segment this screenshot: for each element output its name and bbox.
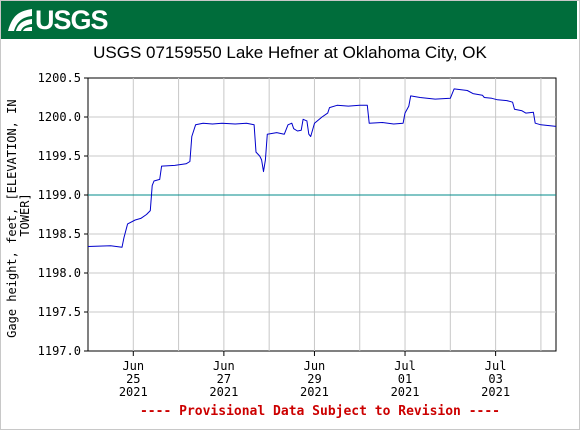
x-tick-label: Jun: [122, 359, 144, 373]
y-axis-label: Gage height, feet, [ELEVATION, IN TOWER]: [5, 92, 32, 338]
y-tick-label: 1198.5: [38, 227, 81, 241]
gage-height-series-line: [87, 88, 557, 248]
x-tick-label: 2021: [481, 385, 510, 399]
x-tick-label: Jun: [213, 359, 235, 373]
y-tick-label: 1197.5: [38, 305, 81, 319]
x-tick-label: 27: [217, 372, 231, 386]
y-axis-label-line-2: TOWER]: [18, 193, 32, 236]
chart-title: USGS 07159550 Lake Hefner at Oklahoma Ci…: [93, 43, 487, 62]
plot-area: [87, 77, 557, 352]
x-tick-label: 29: [307, 372, 321, 386]
y-tick-label: 1199.5: [38, 149, 81, 163]
y-tick-label: 1198.0: [38, 266, 81, 280]
x-tick-label: 03: [488, 372, 502, 386]
x-tick-label: 2021: [119, 385, 148, 399]
x-tick-label: 2021: [209, 385, 238, 399]
y-tick-labels: 1197.0 1197.5 1198.0 1198.5 1199.0 1199.5 1200…: [38, 71, 88, 358]
series-group: [87, 88, 557, 248]
y-axis-label-line-1: Gage height, feet, [ELEVATION, IN: [5, 99, 19, 337]
x-tick-label: 25: [126, 372, 140, 386]
usgs-logo[interactable]: USGS: [7, 4, 109, 36]
x-tick-label: Jul: [394, 359, 416, 373]
y-tick-label: 1200.0: [38, 110, 81, 124]
x-tick-labels: Jun252021Jun272021Jun292021Jul012021Jul0…: [119, 351, 510, 399]
y-tick-label: 1197.0: [38, 344, 81, 358]
x-tick-label: 01: [398, 372, 412, 386]
usgs-logo-text: USGS: [35, 5, 109, 35]
provisional-note: ---- Provisional Data Subject to Revisio…: [140, 404, 500, 419]
y-tick-label: 1200.5: [38, 71, 81, 85]
y-tick-label: 1199.0: [38, 188, 81, 202]
usgs-wave-icon: [8, 9, 32, 31]
usgs-banner: USGS: [1, 1, 577, 39]
x-tick-label: Jun: [304, 359, 326, 373]
x-tick-label: 2021: [300, 385, 329, 399]
x-tick-label: 2021: [391, 385, 420, 399]
x-tick-label: Jul: [485, 359, 507, 373]
